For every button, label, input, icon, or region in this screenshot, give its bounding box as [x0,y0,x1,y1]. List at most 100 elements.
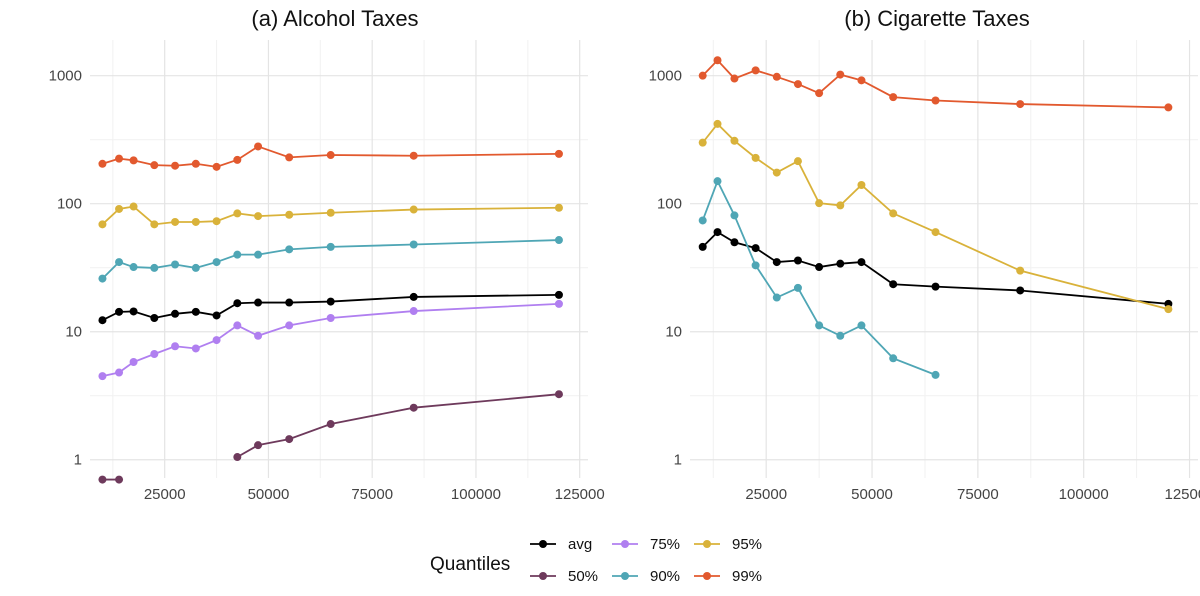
x-tick-label-cigarette: 125000 [1165,486,1200,503]
data-point-99pct-alcohol [150,161,159,170]
legend-key-point-avg [539,540,547,548]
legend-label-90pct: 90% [650,568,680,585]
data-point-90pct-alcohol [212,258,221,267]
data-point-avg-cigarette [698,242,707,251]
data-point-avg-cigarette [713,228,722,237]
data-point-50pct-alcohol [326,420,335,429]
data-point-75pct-alcohol [129,358,138,367]
data-point-avg-alcohol [254,298,263,307]
data-point-90pct-cigarette [713,177,722,186]
data-point-avg-alcohol [212,311,221,320]
legend-item-99pct: 99% [694,568,762,585]
data-point-50pct-alcohol [409,403,418,412]
data-point-99pct-alcohol [129,156,138,165]
data-point-90pct-cigarette [836,331,845,340]
data-point-50pct-alcohol [254,441,263,450]
y-tick-label-alcohol: 10 [65,324,82,341]
legend-key-point-75pct [621,540,629,548]
legend-item-avg: avg [530,536,592,553]
data-point-avg-alcohol [171,309,180,318]
data-point-75pct-alcohol [115,368,124,377]
data-point-90pct-cigarette [772,293,781,302]
data-point-95pct-cigarette [931,228,940,237]
data-point-90pct-alcohol [409,240,418,249]
legend-item-95pct: 95% [694,536,762,553]
data-point-95pct-alcohol [233,209,242,218]
data-point-avg-alcohol [191,307,200,316]
data-point-90pct-cigarette [931,370,940,379]
data-point-avg-cigarette [730,238,739,247]
data-point-95pct-cigarette [836,201,845,210]
legend-label-75pct: 75% [650,536,680,553]
data-point-99pct-cigarette [1016,100,1025,109]
data-point-avg-cigarette [815,263,824,272]
legend-key-point-95pct [703,540,711,548]
data-point-avg-cigarette [836,259,845,268]
data-point-99pct-alcohol [554,149,563,158]
y-tick-label-cigarette: 1000 [649,68,682,85]
data-point-avg-alcohol [554,290,563,299]
data-point-avg-alcohol [115,307,124,316]
x-tick-label-cigarette: 50000 [851,486,893,503]
data-point-75pct-alcohol [150,349,159,358]
data-point-95pct-cigarette [730,136,739,145]
data-point-90pct-alcohol [233,250,242,259]
data-point-95pct-alcohol [98,220,107,229]
data-point-95pct-cigarette [1016,266,1025,275]
data-point-90pct-alcohol [554,236,563,245]
data-point-75pct-alcohol [254,331,263,340]
data-point-90pct-cigarette [751,261,760,270]
data-point-95pct-alcohol [150,220,159,229]
data-point-99pct-cigarette [793,80,802,89]
data-point-avg-alcohol [98,316,107,325]
grid-cigarette [690,40,1198,478]
x-tick-label-cigarette: 25000 [745,486,787,503]
data-point-99pct-alcohol [98,159,107,168]
data-point-90pct-alcohol [326,242,335,251]
legend-key-point-99pct [703,572,711,580]
y-tick-label-cigarette: 10 [665,324,682,341]
data-point-75pct-alcohol [554,299,563,308]
legend: Quantiles avg 50% 75% 90% 95% 99% [430,536,762,585]
data-point-99pct-alcohol [171,161,180,170]
data-point-95pct-alcohol [171,217,180,226]
data-point-99pct-alcohol [285,153,294,162]
data-point-95pct-alcohol [554,203,563,212]
data-point-avg-alcohol [285,298,294,307]
data-point-95pct-cigarette [857,180,866,189]
data-point-avg-cigarette [1016,286,1025,295]
y-tick-label-alcohol: 100 [57,196,82,213]
data-point-95pct-cigarette [793,157,802,166]
data-point-75pct-alcohol [171,342,180,351]
data-point-99pct-cigarette [857,76,866,85]
data-point-avg-alcohol [129,307,138,316]
x-tick-label-alcohol: 75000 [351,486,393,503]
x-tick-label-alcohol: 125000 [555,486,605,503]
data-point-95pct-cigarette [713,119,722,128]
panel-cigarette-taxes: (b) Cigarette Taxes 1 10 100 1000 25000 5000… [649,6,1200,503]
data-point-95pct-cigarette [772,168,781,177]
data-point-75pct-alcohol [98,372,107,381]
data-point-90pct-alcohol [171,260,180,269]
data-point-90pct-alcohol [285,245,294,254]
data-point-99pct-cigarette [931,96,940,105]
data-point-99pct-cigarette [836,70,845,79]
data-point-50pct-alcohol [115,475,124,484]
data-point-75pct-alcohol [326,313,335,322]
data-point-avg-cigarette [931,282,940,291]
y-axis-cigarette: 1 10 100 1000 [649,68,682,469]
series-cigarette [698,56,1173,379]
data-point-90pct-cigarette [793,283,802,292]
data-point-95pct-alcohol [326,208,335,217]
data-point-50pct-alcohol [285,435,294,444]
data-point-99pct-alcohol [326,151,335,160]
x-tick-label-alcohol: 50000 [248,486,290,503]
legend-item-90pct: 90% [612,568,680,585]
y-tick-label-cigarette: 1 [674,452,682,469]
data-point-99pct-alcohol [254,142,263,151]
data-point-90pct-cigarette [857,321,866,330]
data-point-50pct-alcohol [98,475,107,484]
data-point-95pct-alcohol [115,204,124,213]
legend-label-99pct: 99% [732,568,762,585]
legend-item-75pct: 75% [612,536,680,553]
